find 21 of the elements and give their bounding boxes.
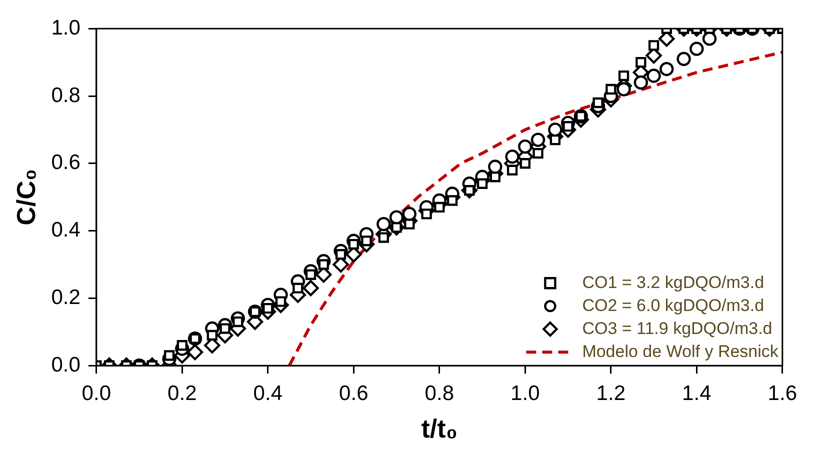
x-axis-title: t/t₀ (421, 414, 458, 444)
y-tick-label: 0.6 (51, 151, 80, 174)
x-tick-label: 0.0 (82, 382, 111, 405)
y-tick-label: 1.0 (51, 16, 80, 40)
legend-label: CO1 = 3.2 kgDQO/m3.d (582, 272, 764, 292)
x-tick-label: 0.6 (339, 382, 368, 405)
x-tick-label: 1.0 (510, 382, 540, 405)
y-tick-label: 0.8 (51, 84, 80, 107)
x-tick-label: 0.2 (168, 382, 197, 405)
y-tick-label: 0.0 (51, 353, 80, 376)
x-tick-label: 1.6 (768, 382, 798, 405)
x-tick-label: 1.2 (596, 382, 626, 405)
x-tick-label: 0.8 (424, 382, 454, 405)
legend-label: Modelo de Wolf y Resnick (582, 342, 779, 361)
x-tick-label: 1.4 (682, 382, 712, 405)
legend-label: CO2 = 6.0 kgDQO/m3.d (582, 296, 764, 315)
y-tick-label: 0.4 (51, 218, 81, 242)
y-tick-label: 0.2 (51, 286, 80, 309)
x-tick-label: 0.4 (253, 382, 283, 405)
y-axis-title: C/C₀ (10, 168, 41, 226)
legend-label: CO3 = 11.9 kgDQO/m3.d (582, 318, 772, 338)
